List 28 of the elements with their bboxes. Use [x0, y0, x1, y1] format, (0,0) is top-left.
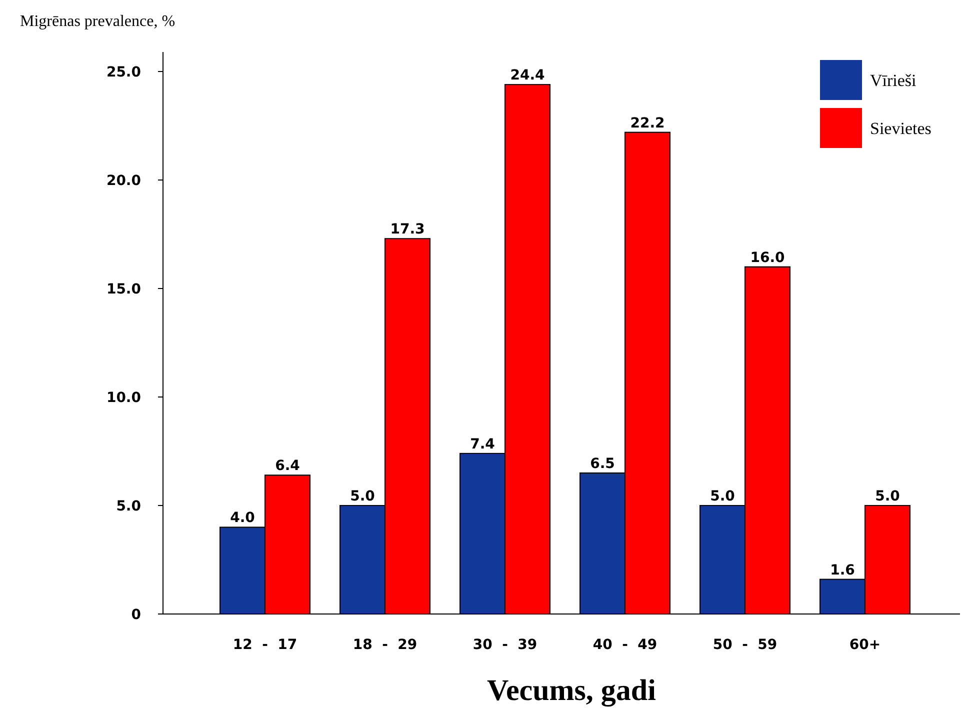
data-label: 5.0: [875, 488, 900, 505]
data-label: 6.5: [590, 456, 615, 472]
legend-label: Vīrieši: [870, 70, 917, 90]
y-tick-label: 15.0: [106, 281, 142, 298]
data-label: 17.3: [390, 222, 425, 238]
data-label: 5.0: [350, 488, 376, 505]
legend-label: Sievietes: [870, 118, 932, 138]
x-axis-title: Vecums, gadi: [487, 674, 656, 707]
x-tick-label: 40 - 49: [592, 637, 658, 653]
y-tick-label: 0: [131, 606, 142, 623]
y-axis-title: Migrēnas prevalence, %: [20, 13, 176, 30]
x-tick-label: 30 - 39: [472, 637, 538, 653]
data-label: 4.0: [230, 510, 256, 526]
y-tick-label: 10.0: [106, 390, 142, 406]
data-label: 24.4: [510, 68, 546, 84]
x-tick-label: 12 - 17: [232, 637, 298, 653]
x-tick-label: 60+: [849, 637, 881, 653]
data-label: 7.4: [470, 436, 496, 452]
data-label: 22.2: [630, 115, 665, 132]
data-label: 5.0: [710, 488, 736, 505]
data-label: 16.0: [750, 250, 786, 266]
y-tick-label: 20.0: [106, 172, 142, 189]
y-tick-label: 25.0: [106, 64, 142, 80]
y-tick-label: 5.0: [116, 498, 142, 514]
data-label: 1.6: [830, 562, 855, 578]
x-tick-label: 18 - 29: [352, 637, 418, 653]
data-label: 6.4: [275, 458, 300, 474]
x-tick-label: 50 - 59: [712, 637, 778, 653]
